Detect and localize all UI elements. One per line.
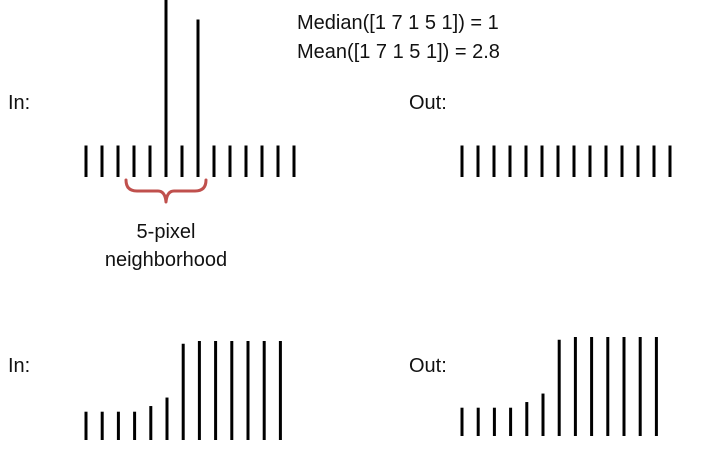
mean-formula: Mean([1 7 1 5 1]) = 2.8 [297,41,500,63]
median-formula: Median([1 7 1 5 1]) = 1 [297,12,499,34]
neighborhood-label-line1: 5-pixel [137,221,196,243]
neighborhood-label-line2: neighborhood [105,249,227,271]
bottom-output-signal [460,336,658,436]
top-input-label: In: [8,92,30,114]
bottom-input-label: In: [8,355,30,377]
bottom-input-signal [84,340,282,440]
top-input-signal [84,0,296,177]
top-output-signal [460,145,672,177]
bottom-output-label: Out: [409,355,447,377]
neighborhood-brace [124,178,208,204]
top-output-label: Out: [409,92,447,114]
